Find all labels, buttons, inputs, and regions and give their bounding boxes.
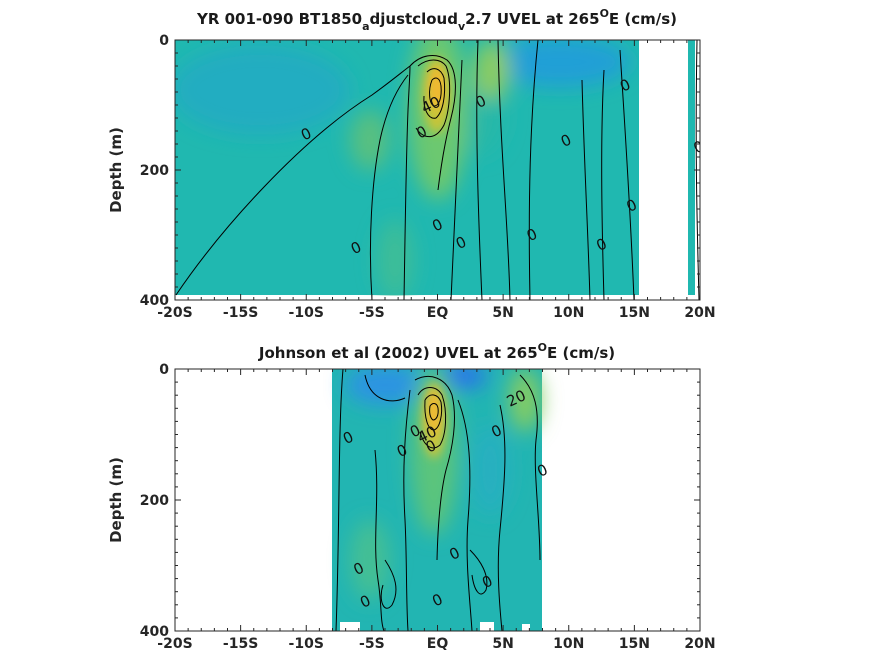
contour-line (409, 54, 456, 191)
x-tick-label: EQ (427, 305, 449, 321)
contour-line (601, 69, 605, 300)
contour-line (450, 59, 463, 300)
panel-observed: Johnson et al (2002) UVEL at 265OE (cm/s… (107, 341, 716, 652)
y-tick-label: 200 (140, 493, 169, 509)
field-eastward-deep (350, 520, 390, 600)
x-tick-label: -20S (157, 636, 192, 652)
field-westward-surface-2 (437, 369, 487, 388)
x-tick-label: 10N (553, 636, 584, 652)
field-missing-15-19n (639, 40, 688, 300)
field-edge-gap (480, 622, 494, 631)
contour-line (497, 40, 511, 300)
contour-line (403, 389, 411, 631)
x-tick-label: 20N (684, 305, 715, 321)
contour-line (364, 374, 406, 402)
contour-line (581, 79, 591, 300)
panel-observed-ylabel: Depth (m) (107, 457, 125, 543)
panel-model-title: YR 001-090 BT1850adjustcloudv2.7 UVEL at… (196, 7, 677, 33)
contour-line (374, 449, 385, 631)
contour-line (695, 40, 700, 300)
field-eastward-north (509, 369, 541, 432)
y-tick-label: 0 (159, 33, 169, 49)
field-edge-gap (522, 624, 530, 631)
contour-line (429, 77, 442, 107)
contour-line (335, 369, 344, 631)
contour-line (429, 403, 439, 421)
field-westward-west (175, 45, 350, 135)
panel-observed-yticks: 0 200 400 (140, 362, 700, 640)
x-tick-label: 15N (619, 305, 650, 321)
panel-model-yticks: 0 200 400 (140, 33, 700, 309)
x-tick-label: -15S (223, 636, 258, 652)
x-tick-label: 15N (619, 636, 650, 652)
contour-line (528, 40, 539, 300)
contour-line (175, 65, 411, 296)
contour-line (469, 549, 488, 595)
contour-line (380, 559, 397, 609)
contour-line (457, 399, 473, 631)
y-tick-label: 0 (159, 362, 169, 378)
x-tick-label: 20N (684, 636, 715, 652)
panel-observed-title: Johnson et al (2002) UVEL at 265OE (cm/s… (258, 341, 615, 362)
contour-lines (175, 40, 700, 300)
contour-line (417, 387, 447, 449)
contour-line (497, 404, 506, 631)
contour-line (619, 49, 635, 300)
x-tick-label: -10S (289, 636, 324, 652)
y-tick-label: 400 (140, 293, 169, 309)
x-tick-label: -15S (223, 305, 258, 321)
field-eastward-north (474, 40, 510, 100)
y-tick-label: 400 (140, 624, 169, 640)
x-tick-label: -10S (289, 305, 324, 321)
contour-line (424, 394, 443, 431)
panel-model-xticks: -20S -15S -10S -5S EQ 5N 10N 15N 20N (157, 40, 716, 321)
panel-model: YR 001-090 BT1850adjustcloudv2.7 UVEL at… (107, 7, 716, 321)
contour-line (423, 68, 446, 119)
field-westward-deep (470, 425, 510, 515)
contour-line (519, 374, 541, 561)
x-tick-label: -5S (359, 305, 385, 321)
x-tick-label: EQ (427, 636, 449, 652)
field-eastward-deep (377, 220, 413, 300)
field-edge-gap (340, 622, 360, 631)
x-tick-label: -20S (157, 305, 192, 321)
contour-line (403, 65, 411, 300)
panel-observed-xticks: -20S -15S -10S -5S EQ 5N 10N 15N 20N (157, 369, 716, 652)
field-westward-surface (490, 40, 630, 87)
x-tick-label: 10N (553, 305, 584, 321)
x-tick-label: 5N (492, 636, 513, 652)
x-tick-label: -5S (359, 636, 385, 652)
contour-line (414, 376, 455, 561)
contour-line (415, 59, 451, 138)
field-core-max (427, 390, 441, 434)
contour-lines (335, 369, 541, 631)
panel-model-ylabel: Depth (m) (107, 127, 125, 213)
x-tick-label: 5N (492, 305, 513, 321)
field-westward-surface-1 (345, 369, 425, 405)
contour-line (369, 74, 409, 300)
field-core-max (429, 66, 445, 110)
field-eastward-south (350, 110, 390, 170)
contour-label: 0 (691, 137, 707, 157)
y-tick-label: 200 (140, 163, 169, 179)
contour-line (476, 40, 483, 300)
